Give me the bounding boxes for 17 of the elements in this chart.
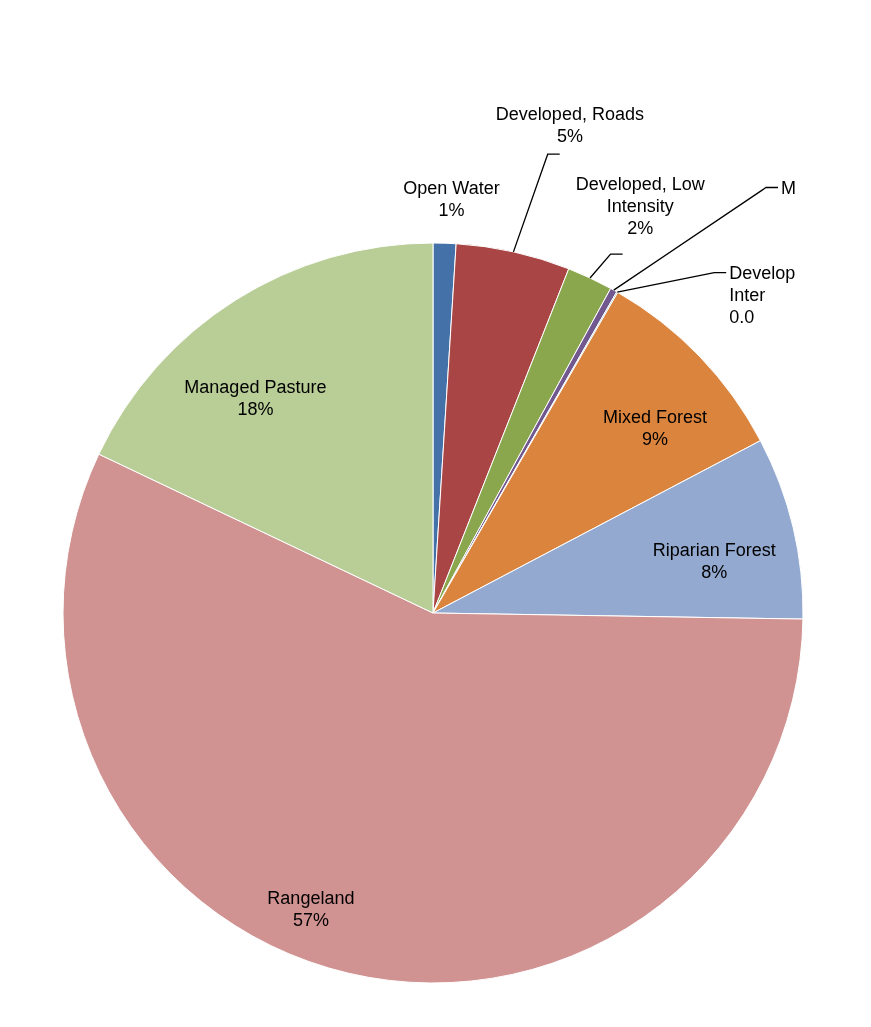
slice-label: Mixed Forest	[602, 407, 708, 427]
data-label: 18%	[237, 399, 274, 420]
data-label: 5%	[556, 125, 583, 146]
slice-label: Rangeland	[267, 888, 355, 908]
slice-label: Riparian Forest	[652, 540, 776, 561]
data-label: 0.0	[729, 306, 755, 327]
slice-label: M	[781, 177, 796, 198]
slice-label: Develop Inter	[729, 262, 796, 305]
slice-label: Open Water	[403, 177, 500, 198]
data-label: 2%	[627, 218, 654, 238]
slice-label: Managed Pasture	[184, 377, 327, 398]
data-label: 8%	[701, 562, 728, 583]
slice-label: Developed, Low Intensity	[575, 174, 706, 216]
data-label: 9%	[641, 429, 669, 449]
data-label: 1%	[438, 199, 465, 220]
data-label: 57%	[292, 910, 329, 930]
slice-label: Developed, Roads	[495, 103, 644, 124]
